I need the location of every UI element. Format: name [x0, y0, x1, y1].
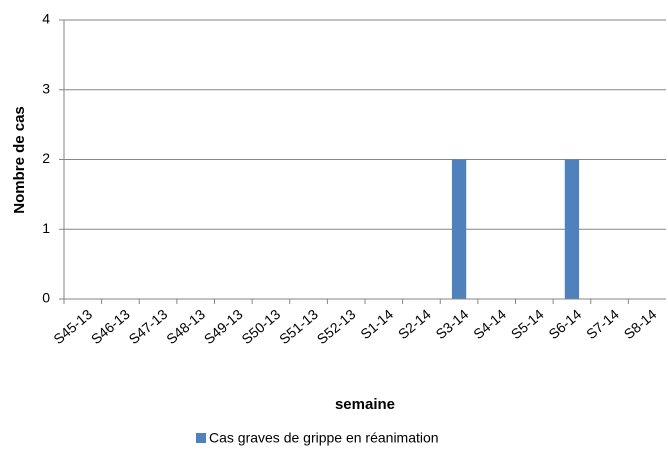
bar	[564, 159, 580, 299]
y-tick-label: 2	[42, 150, 50, 166]
y-tick-label: 4	[42, 11, 50, 27]
x-tick-label: S8-14	[621, 306, 660, 342]
x-tick-label: S48-13	[163, 306, 208, 347]
bar	[451, 159, 467, 299]
y-tick-label: 3	[42, 80, 50, 96]
x-tick-label: S46-13	[88, 306, 133, 347]
legend-swatch	[196, 433, 206, 443]
x-tick-label: S45-13	[50, 306, 95, 347]
x-axis-label: semaine	[335, 396, 395, 413]
y-tick-label: 0	[42, 290, 50, 306]
x-tick-label: S2-14	[395, 306, 434, 342]
x-tick-label: S52-13	[314, 306, 359, 347]
x-tick-label: S6-14	[545, 306, 584, 342]
y-axis-label: Nombre de cas	[11, 106, 28, 214]
x-tick-label: S3-14	[432, 306, 471, 342]
x-tick-label: S7-14	[583, 306, 622, 342]
y-tick-label: 1	[42, 220, 50, 236]
x-tick-label: S5-14	[508, 306, 547, 342]
x-tick-label: S49-13	[201, 306, 246, 347]
x-tick-label: S47-13	[125, 306, 170, 347]
x-tick-label: S51-13	[276, 306, 321, 347]
legend-label: Cas graves de grippe en réanimation	[209, 430, 439, 446]
x-tick-label: S50-13	[238, 306, 283, 347]
x-tick-label: S4-14	[470, 306, 509, 342]
x-tick-label: S1-14	[357, 306, 396, 342]
